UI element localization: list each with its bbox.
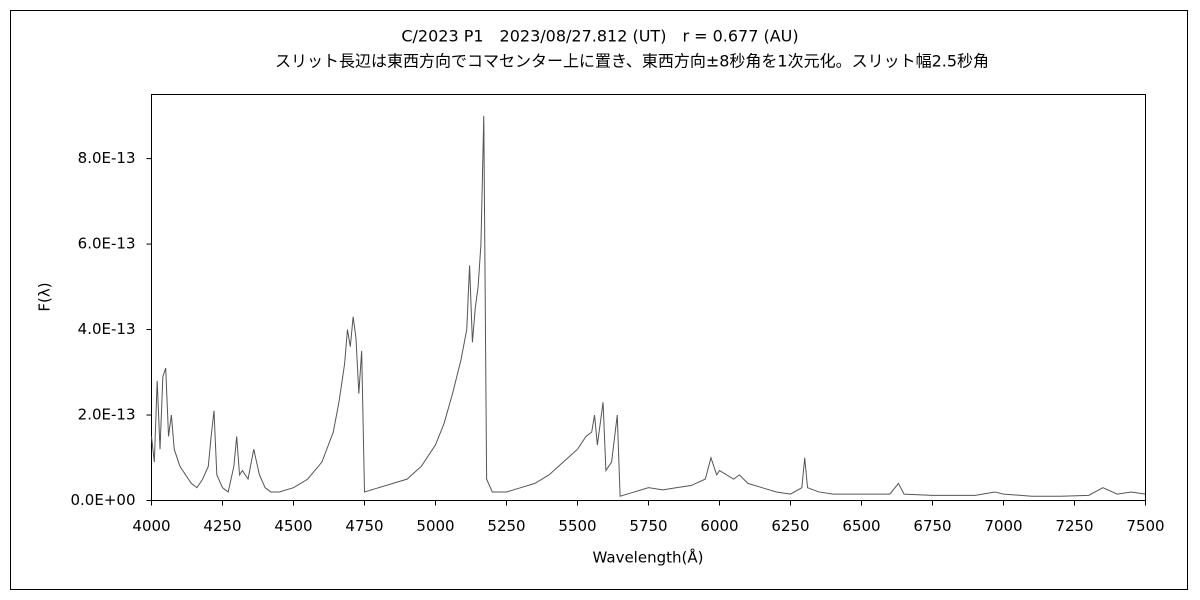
x-tick-label: 6000 [700, 517, 738, 535]
x-tick-label: 5500 [558, 517, 596, 535]
x-axis-label: Wavelength(Å) [593, 548, 704, 567]
spectrum-line [151, 115, 1146, 497]
y-tick-label: 2.0E-13 [78, 406, 136, 424]
x-tick-label: 7000 [984, 517, 1022, 535]
chart-title: C/2023 P1 2023/08/27.812 (UT) r = 0.677 … [401, 27, 798, 46]
chart-frame [10, 10, 1188, 590]
x-tick-label: 6500 [842, 517, 880, 535]
y-tick-label: 8.0E-13 [78, 149, 136, 167]
x-tick-label: 5250 [487, 517, 525, 535]
y-tick-label: 6.0E-13 [78, 235, 136, 253]
x-tick-label: 4500 [274, 517, 312, 535]
x-tick-label: 4750 [345, 517, 383, 535]
x-tick-label: 7500 [1126, 517, 1164, 535]
x-tick-label: 7250 [1055, 517, 1093, 535]
y-tick-label: 0.0E+00 [71, 491, 136, 509]
x-tick-label: 6250 [771, 517, 809, 535]
x-tick-label: 4000 [132, 517, 170, 535]
chart-subtitle: スリット長辺は東西方向でコマセンター上に置き、東西方向±8秒角を1次元化。スリッ… [275, 52, 989, 71]
x-tick-label: 6750 [913, 517, 951, 535]
x-tick-label: 5000 [416, 517, 454, 535]
y-axis-label: F(λ) [36, 282, 54, 311]
x-tick-label: 4250 [203, 517, 241, 535]
x-tick-label: 5750 [629, 517, 667, 535]
y-tick-label: 4.0E-13 [78, 320, 136, 338]
